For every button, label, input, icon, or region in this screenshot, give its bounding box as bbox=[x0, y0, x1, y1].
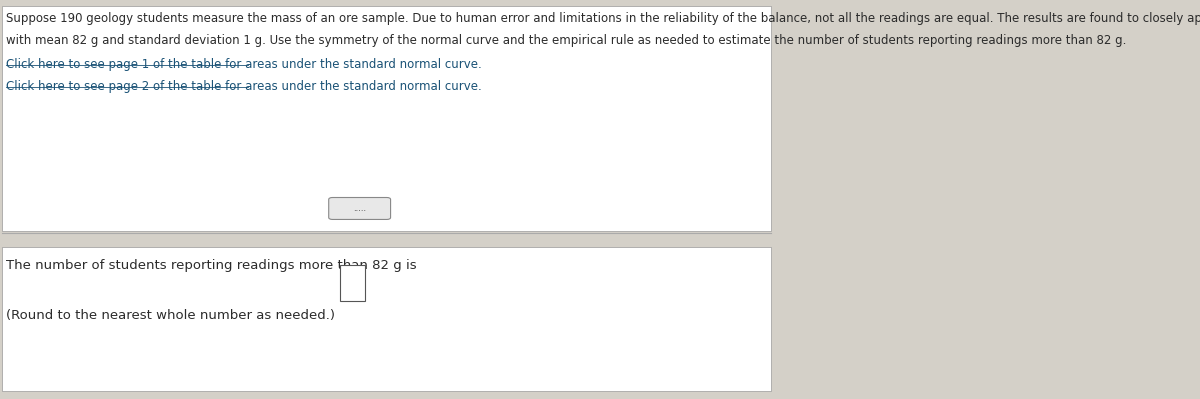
Text: Suppose 190 geology students measure the mass of an ore sample. Due to human err: Suppose 190 geology students measure the… bbox=[6, 12, 1200, 25]
Text: with mean 82 g and standard deviation 1 g. Use the symmetry of the normal curve : with mean 82 g and standard deviation 1 … bbox=[6, 34, 1127, 47]
Text: Click here to see page 2 of the table for areas under the standard normal curve.: Click here to see page 2 of the table fo… bbox=[6, 80, 482, 93]
FancyBboxPatch shape bbox=[2, 6, 772, 231]
Text: (Round to the nearest whole number as needed.): (Round to the nearest whole number as ne… bbox=[6, 309, 335, 322]
Text: Click here to see page 1 of the table for areas under the standard normal curve.: Click here to see page 1 of the table fo… bbox=[6, 58, 482, 71]
FancyBboxPatch shape bbox=[2, 247, 772, 391]
Text: .....: ..... bbox=[353, 204, 366, 213]
FancyBboxPatch shape bbox=[341, 265, 365, 301]
FancyBboxPatch shape bbox=[329, 198, 390, 219]
Text: The number of students reporting readings more than 82 g is: The number of students reporting reading… bbox=[6, 259, 421, 273]
